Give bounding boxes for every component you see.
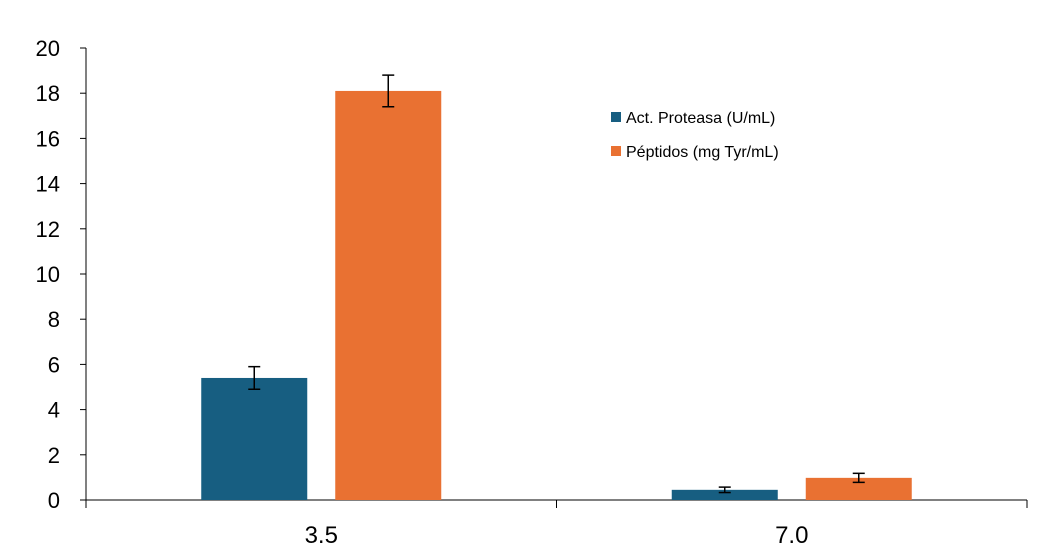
bar: [335, 90, 442, 500]
legend: Act. Proteasa (U/mL) Péptidos (mg Tyr/mL): [611, 110, 779, 161]
y-tick-label: 20: [36, 36, 60, 61]
y-tick-label: 14: [36, 172, 60, 197]
error-bars: [248, 74, 865, 494]
y-tick-label: 6: [48, 352, 60, 377]
legend-label: Act. Proteasa (U/mL): [626, 110, 775, 127]
y-tick-label: 2: [48, 443, 60, 468]
x-tick-label: 7.0: [775, 522, 808, 549]
y-tick-label: 16: [36, 126, 60, 151]
y-tick-label: 12: [36, 217, 60, 242]
y-tick-label: 8: [48, 307, 60, 332]
legend-label: Péptidos (mg Tyr/mL): [626, 144, 779, 161]
y-axis: 0 2 4 6 8 10 12 14 16 18 20: [36, 36, 87, 513]
y-tick-label: 18: [36, 81, 60, 106]
legend-swatch: [611, 146, 621, 156]
legend-swatch: [611, 112, 621, 122]
x-axis: 3.5 7.0: [85, 499, 1028, 549]
y-tick-label: 0: [48, 488, 60, 513]
y-tick-label: 4: [48, 398, 60, 423]
bar: [671, 489, 778, 500]
bars: [201, 90, 912, 500]
x-tick-label: 3.5: [305, 522, 338, 549]
bar: [805, 477, 912, 500]
bar: [201, 377, 308, 500]
y-tick-label: 10: [36, 262, 60, 287]
